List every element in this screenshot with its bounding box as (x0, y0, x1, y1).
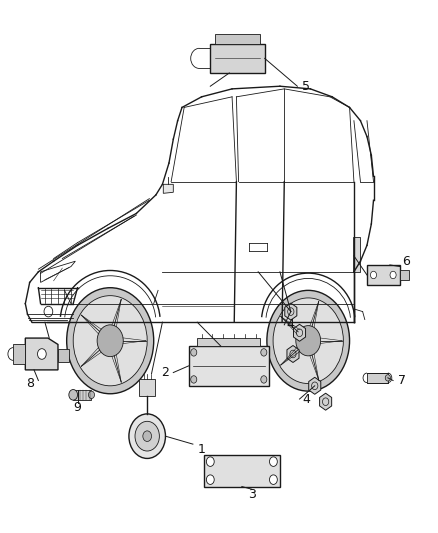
Bar (188, 346, 269, 386)
Bar (13, 344, 25, 364)
Bar (197, 338, 260, 346)
Circle shape (88, 391, 95, 399)
Circle shape (38, 349, 46, 359)
Polygon shape (285, 303, 297, 320)
Polygon shape (25, 338, 58, 370)
Bar (353, 237, 360, 272)
Bar (58, 349, 69, 362)
Text: 5: 5 (302, 80, 310, 93)
Text: 4: 4 (302, 393, 310, 406)
Circle shape (191, 349, 197, 356)
Bar (215, 34, 260, 44)
Circle shape (97, 325, 123, 357)
Text: 2: 2 (161, 366, 169, 379)
Circle shape (267, 290, 350, 391)
Circle shape (269, 457, 277, 466)
Circle shape (67, 288, 154, 394)
Circle shape (269, 475, 277, 484)
Circle shape (261, 376, 267, 383)
Circle shape (191, 376, 197, 383)
Text: 7: 7 (398, 374, 406, 387)
Circle shape (206, 475, 214, 484)
Bar (73, 390, 92, 400)
Text: 3: 3 (248, 488, 256, 501)
Bar (210, 44, 265, 73)
Circle shape (385, 375, 391, 381)
Circle shape (135, 421, 159, 451)
Text: 9: 9 (74, 400, 81, 414)
Polygon shape (293, 324, 306, 341)
Circle shape (143, 431, 152, 441)
Bar (367, 265, 399, 285)
Polygon shape (287, 345, 299, 362)
Text: 8: 8 (26, 377, 34, 390)
Bar (204, 455, 280, 487)
Circle shape (273, 298, 343, 384)
Circle shape (73, 296, 147, 386)
Circle shape (129, 414, 166, 458)
Polygon shape (309, 377, 321, 394)
Circle shape (69, 390, 78, 400)
Circle shape (371, 271, 377, 279)
Circle shape (390, 271, 396, 279)
Circle shape (261, 349, 267, 356)
Bar (399, 270, 409, 280)
Bar (139, 379, 155, 397)
Circle shape (206, 457, 214, 466)
Circle shape (296, 326, 321, 356)
Text: 1: 1 (198, 443, 205, 456)
Polygon shape (163, 184, 173, 193)
Text: 6: 6 (402, 255, 410, 268)
Bar (367, 373, 388, 383)
Text: 4: 4 (287, 318, 295, 332)
Polygon shape (320, 393, 332, 410)
